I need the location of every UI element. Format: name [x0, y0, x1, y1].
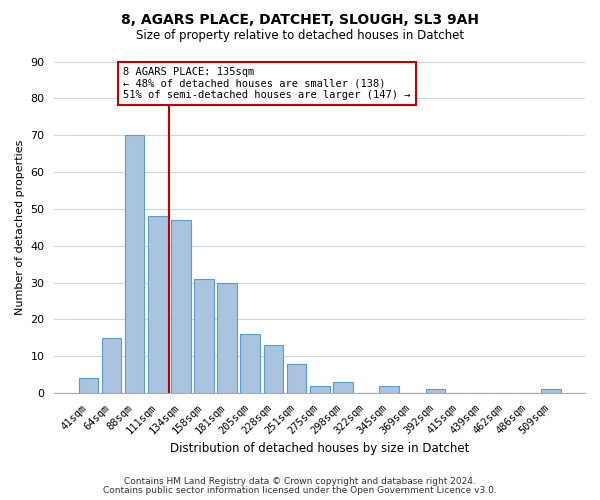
Bar — [333, 382, 353, 393]
Text: Contains public sector information licensed under the Open Government Licence v3: Contains public sector information licen… — [103, 486, 497, 495]
Bar — [310, 386, 329, 393]
Bar — [217, 282, 237, 393]
Text: 8, AGARS PLACE, DATCHET, SLOUGH, SL3 9AH: 8, AGARS PLACE, DATCHET, SLOUGH, SL3 9AH — [121, 12, 479, 26]
Bar — [241, 334, 260, 393]
Text: 8 AGARS PLACE: 135sqm
← 48% of detached houses are smaller (138)
51% of semi-det: 8 AGARS PLACE: 135sqm ← 48% of detached … — [123, 67, 410, 100]
Bar — [287, 364, 307, 393]
Bar — [79, 378, 98, 393]
Bar — [194, 279, 214, 393]
Y-axis label: Number of detached properties: Number of detached properties — [15, 140, 25, 315]
Bar — [263, 345, 283, 393]
Bar — [379, 386, 399, 393]
Text: Size of property relative to detached houses in Datchet: Size of property relative to detached ho… — [136, 29, 464, 42]
Bar — [148, 216, 167, 393]
Bar — [541, 390, 561, 393]
X-axis label: Distribution of detached houses by size in Datchet: Distribution of detached houses by size … — [170, 442, 469, 455]
Bar — [425, 390, 445, 393]
Text: Contains HM Land Registry data © Crown copyright and database right 2024.: Contains HM Land Registry data © Crown c… — [124, 477, 476, 486]
Bar — [125, 135, 145, 393]
Bar — [101, 338, 121, 393]
Bar — [171, 220, 191, 393]
